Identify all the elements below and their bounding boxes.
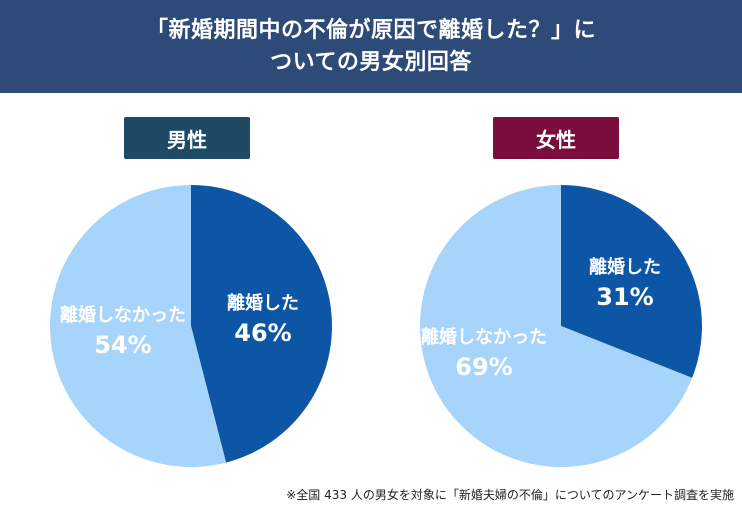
male-slice-divorced-value: 46% bbox=[234, 319, 291, 347]
chart-title-line-1: 「新婚期間中の不倫が原因で離婚した？」に bbox=[145, 17, 596, 43]
male-slice-not-divorced bbox=[49, 184, 227, 467]
male-slice-not-divorced-value: 54% bbox=[94, 331, 151, 359]
male-pie-chart: 離婚した 46% 離婚しなかった 54% bbox=[49, 184, 332, 467]
male-slice-not-divorced-label: 離婚しなかった bbox=[60, 304, 186, 326]
female-slice-not-divorced bbox=[419, 184, 693, 467]
female-chart-label: 女性 bbox=[493, 117, 619, 159]
female-slice-not-divorced-value: 69% bbox=[455, 353, 512, 381]
male-slice-divorced-label: 離婚した bbox=[227, 292, 299, 314]
female-slice-divorced bbox=[561, 185, 702, 378]
female-pie-chart: 離婚した 31% 離婚しなかった 69% bbox=[419, 184, 702, 467]
female-slice-divorced-value: 31% bbox=[596, 283, 653, 311]
female-slice-not-divorced-label: 離婚しなかった bbox=[421, 326, 547, 348]
chart-title-line-2: ついての男女別回答 bbox=[270, 49, 472, 75]
male-slice-divorced bbox=[191, 185, 332, 463]
survey-footnote: ※全国 433 人の男女を対象に「新婚夫婦の不倫」についてのアンケート調査を実施 bbox=[286, 488, 734, 502]
male-chart-label: 男性 bbox=[124, 117, 250, 159]
chart-title-banner: 「新婚期間中の不倫が原因で離婚した？」に ついての男女別回答 bbox=[0, 0, 742, 93]
female-slice-divorced-label: 離婚した bbox=[589, 256, 661, 278]
